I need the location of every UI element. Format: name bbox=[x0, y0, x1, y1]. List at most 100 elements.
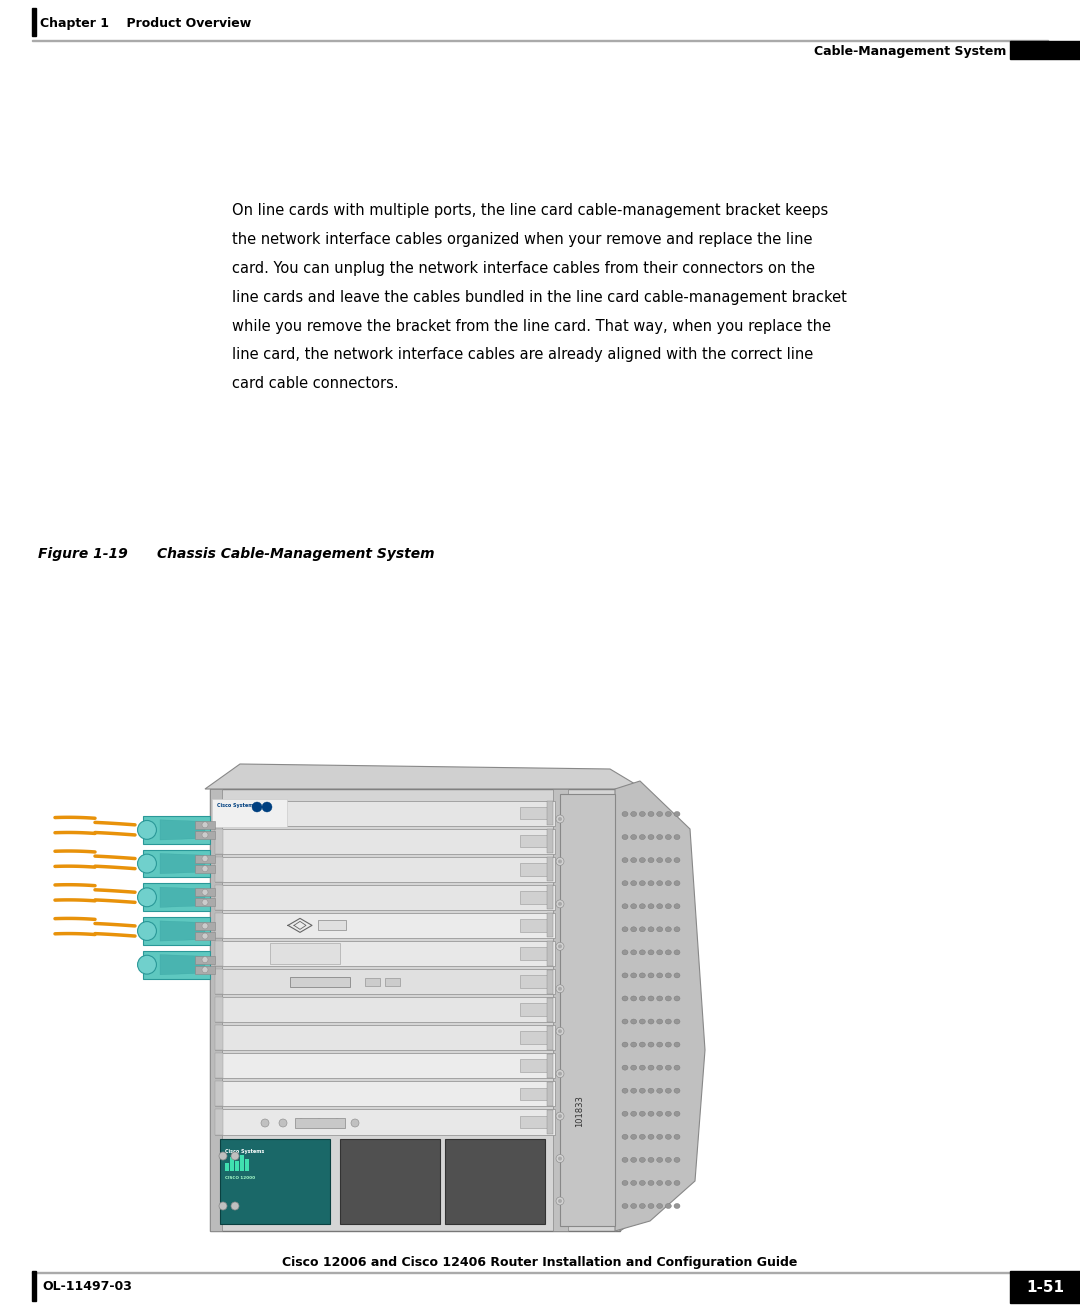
Bar bbox=[195, 922, 215, 929]
Text: 1-51: 1-51 bbox=[1026, 1280, 1064, 1294]
Ellipse shape bbox=[665, 1180, 672, 1185]
Circle shape bbox=[556, 1197, 564, 1205]
Bar bbox=[215, 885, 222, 910]
Ellipse shape bbox=[657, 1112, 663, 1116]
Circle shape bbox=[202, 856, 208, 861]
Ellipse shape bbox=[665, 881, 672, 886]
Ellipse shape bbox=[622, 950, 627, 954]
Bar bbox=[546, 1110, 553, 1134]
Ellipse shape bbox=[674, 950, 680, 954]
Circle shape bbox=[231, 1152, 239, 1160]
Circle shape bbox=[202, 966, 208, 973]
Text: the network interface cables organized when your remove and replace the line: the network interface cables organized w… bbox=[232, 232, 813, 246]
Ellipse shape bbox=[665, 996, 672, 1002]
Bar bbox=[365, 978, 380, 986]
Bar bbox=[519, 1059, 550, 1072]
Ellipse shape bbox=[648, 927, 654, 932]
Bar bbox=[195, 855, 215, 863]
Ellipse shape bbox=[648, 812, 654, 817]
Bar bbox=[519, 835, 550, 847]
Ellipse shape bbox=[674, 835, 680, 839]
Ellipse shape bbox=[665, 1042, 672, 1047]
Bar bbox=[546, 941, 553, 965]
Ellipse shape bbox=[665, 1158, 672, 1163]
Bar bbox=[546, 998, 553, 1021]
Ellipse shape bbox=[639, 1158, 646, 1163]
Bar bbox=[143, 918, 210, 945]
Ellipse shape bbox=[639, 1180, 646, 1185]
Ellipse shape bbox=[648, 1134, 654, 1139]
Bar bbox=[212, 798, 287, 827]
Bar bbox=[235, 1162, 239, 1171]
Bar bbox=[210, 789, 620, 1231]
Circle shape bbox=[556, 985, 564, 992]
Ellipse shape bbox=[657, 1088, 663, 1093]
Ellipse shape bbox=[631, 903, 637, 909]
Ellipse shape bbox=[674, 1112, 680, 1116]
Ellipse shape bbox=[639, 1112, 646, 1116]
Polygon shape bbox=[160, 954, 205, 975]
Ellipse shape bbox=[657, 1158, 663, 1163]
Circle shape bbox=[556, 815, 564, 823]
Bar bbox=[546, 857, 553, 881]
Ellipse shape bbox=[657, 1042, 663, 1047]
Ellipse shape bbox=[648, 973, 654, 978]
Polygon shape bbox=[160, 888, 205, 907]
Text: Figure 1-19: Figure 1-19 bbox=[38, 547, 127, 561]
Circle shape bbox=[262, 802, 272, 812]
Text: Cisco Systems: Cisco Systems bbox=[217, 804, 256, 808]
Bar bbox=[195, 956, 215, 964]
Circle shape bbox=[556, 1070, 564, 1078]
Circle shape bbox=[558, 902, 562, 906]
Bar bbox=[519, 1032, 550, 1044]
Text: OL-11497-03: OL-11497-03 bbox=[42, 1281, 132, 1294]
Bar bbox=[546, 1025, 553, 1050]
Ellipse shape bbox=[657, 1019, 663, 1024]
Ellipse shape bbox=[622, 996, 627, 1002]
Bar bbox=[295, 1118, 345, 1127]
Circle shape bbox=[333, 1120, 341, 1127]
Bar bbox=[519, 1088, 550, 1100]
Circle shape bbox=[231, 1202, 239, 1210]
Ellipse shape bbox=[657, 835, 663, 839]
Ellipse shape bbox=[674, 857, 680, 863]
Ellipse shape bbox=[639, 881, 646, 886]
Ellipse shape bbox=[674, 1203, 680, 1209]
Bar bbox=[195, 831, 215, 839]
Ellipse shape bbox=[674, 1042, 680, 1047]
Ellipse shape bbox=[648, 950, 654, 954]
Bar bbox=[519, 863, 550, 876]
Bar bbox=[32, 1272, 1048, 1273]
Circle shape bbox=[558, 1156, 562, 1160]
Circle shape bbox=[297, 1120, 305, 1127]
Text: Cisco Systems: Cisco Systems bbox=[225, 1148, 265, 1154]
Ellipse shape bbox=[631, 1180, 637, 1185]
Bar bbox=[553, 789, 568, 1231]
Bar bbox=[215, 1053, 555, 1079]
Text: 101833: 101833 bbox=[576, 1095, 584, 1127]
Ellipse shape bbox=[639, 927, 646, 932]
Bar bbox=[215, 912, 555, 937]
Bar bbox=[240, 1155, 244, 1171]
Ellipse shape bbox=[622, 812, 627, 817]
Bar bbox=[519, 1003, 550, 1016]
Circle shape bbox=[556, 1028, 564, 1036]
Bar bbox=[195, 865, 215, 873]
Bar bbox=[215, 856, 555, 882]
Bar bbox=[384, 978, 400, 986]
Ellipse shape bbox=[639, 812, 646, 817]
Ellipse shape bbox=[674, 1065, 680, 1070]
Ellipse shape bbox=[631, 1042, 637, 1047]
Ellipse shape bbox=[657, 1065, 663, 1070]
Ellipse shape bbox=[657, 950, 663, 954]
Circle shape bbox=[558, 944, 562, 948]
Ellipse shape bbox=[639, 996, 646, 1002]
Bar bbox=[143, 884, 210, 911]
Ellipse shape bbox=[665, 1065, 672, 1070]
Ellipse shape bbox=[631, 835, 637, 839]
Ellipse shape bbox=[639, 973, 646, 978]
Bar bbox=[230, 1158, 234, 1171]
Bar bbox=[195, 966, 215, 974]
Ellipse shape bbox=[648, 996, 654, 1002]
Bar bbox=[546, 801, 553, 825]
